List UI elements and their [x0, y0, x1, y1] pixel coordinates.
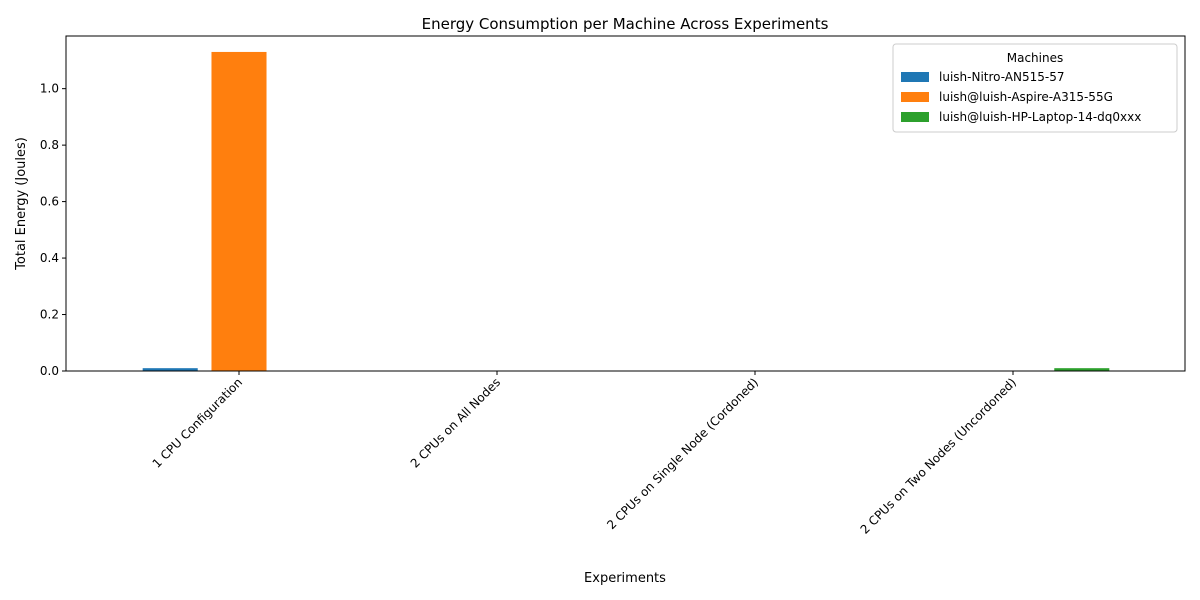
bar-1-1 — [142, 368, 198, 371]
y-tick-label: 0.6 — [40, 195, 59, 209]
legend-swatch-1 — [901, 72, 929, 82]
x-axis-title: Experiments — [584, 571, 666, 586]
bar-2-1 — [211, 51, 267, 371]
legend-title: Machines — [1007, 51, 1063, 65]
x-tick-label: 2 CPUs on Single Node (Cordoned) — [604, 375, 761, 532]
legend-swatch-3 — [901, 112, 929, 122]
legend-label-2: luish@luish-Aspire-A315-55G — [939, 90, 1113, 104]
legend-label-3: luish@luish-HP-Laptop-14-dq0xxx — [939, 110, 1141, 124]
y-tick-label: 0.2 — [40, 308, 59, 322]
y-tick-label: 1.0 — [40, 82, 59, 96]
chart-title: Energy Consumption per Machine Across Ex… — [422, 15, 829, 33]
x-axis: 1 CPU Configuration 2 CPUs on All Nodes 2 … — [150, 371, 1019, 537]
legend: Machines luish-Nitro-AN515-57 luish@luish… — [892, 43, 1178, 133]
legend-box — [892, 43, 1178, 133]
legend-items: luish-Nitro-AN515-57 luish@luish-Aspire-A… — [901, 70, 1141, 124]
x-tick-label: 2 CPUs on Two Nodes (Uncordoned) — [858, 375, 1019, 536]
x-tick-label: 1 CPU Configuration — [150, 375, 245, 470]
y-tick-label: 0.0 — [40, 364, 59, 378]
y-axis-title: Total Energy (Joules) — [14, 137, 29, 271]
legend-swatch-2 — [901, 92, 929, 102]
plot-frame — [65, 35, 1186, 372]
bars-layer — [142, 51, 1110, 371]
y-tick-label: 0.4 — [40, 251, 59, 265]
bar-3-4 — [1054, 368, 1110, 371]
legend-label-1: luish-Nitro-AN515-57 — [939, 70, 1064, 84]
x-tick-label: 2 CPUs on All Nodes — [408, 375, 503, 470]
y-tick-label: 0.8 — [40, 138, 59, 152]
y-axis: 0.0 0.2 0.4 0.6 0.8 1.0 — [40, 82, 66, 378]
